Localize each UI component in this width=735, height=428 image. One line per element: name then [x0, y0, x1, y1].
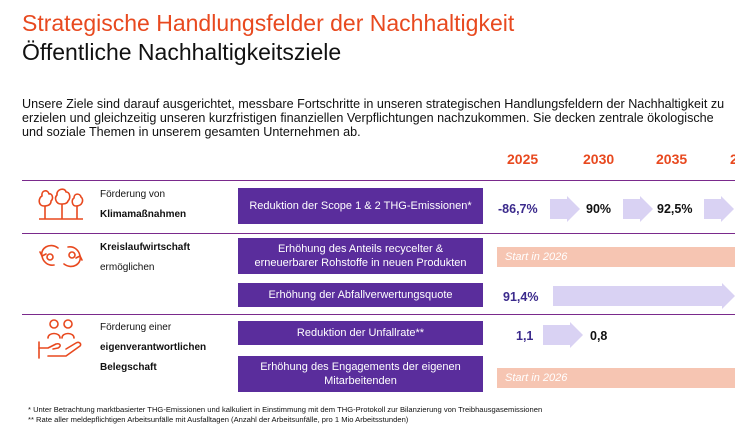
separator — [22, 314, 735, 315]
arrow — [543, 322, 583, 348]
year-2030: 2030 — [583, 151, 615, 167]
arrow — [553, 283, 735, 309]
arrow — [623, 196, 653, 222]
value-accident-2030: 0,8 — [590, 329, 608, 343]
start-bar-engagement: Start in 2026 — [497, 368, 735, 388]
value-scope-2030: 90% — [586, 202, 612, 216]
trees-icon — [38, 188, 84, 220]
year-2025: 2025 — [507, 151, 539, 167]
goal-scope-emissions: Reduktion der Scope 1 & 2 THG-Emissionen… — [238, 188, 483, 224]
footnote-1: * Unter Betrachtung marktbasierter THG-E… — [28, 405, 543, 414]
page-subtitle: Öffentliche Nachhaltigkeitsziele — [22, 39, 342, 65]
arrow — [550, 196, 580, 222]
category-climate: Förderung von Klimamaßnahmen — [100, 189, 187, 220]
page-title: Strategische Handlungsfelder der Nachhal… — [22, 10, 515, 36]
separator — [22, 233, 735, 234]
value-scope-2035: 92,5% — [657, 202, 693, 216]
footnote-2: ** Rate aller meldepflichtigen Arbeitsun… — [28, 415, 409, 424]
category-workforce: Förderung einer eigenverantwortlichen Be… — [100, 322, 207, 373]
recycle-arrows-icon — [39, 244, 83, 268]
value-waste-2025: 91,4% — [503, 290, 539, 304]
category-circular: Kreislaufwirtschaft ermöglichen — [100, 242, 191, 273]
goal-waste-recovery: Erhöhung der Abfallverwertungsquote — [238, 283, 483, 307]
goal-accident-rate: Reduktion der Unfallrate** — [238, 321, 483, 345]
value-accident-2025: 1,1 — [516, 329, 534, 343]
arrow — [704, 196, 734, 222]
intro-text: Unsere Ziele sind darauf ausgerichtet, m… — [22, 97, 725, 139]
value-scope-2025: -86,7% — [498, 202, 538, 216]
start-bar-recycled: Start in 2026 — [497, 247, 735, 267]
people-hand-icon — [38, 319, 82, 359]
year-next-truncated: 2 — [730, 151, 735, 167]
separator — [22, 180, 735, 181]
year-2035: 2035 — [656, 151, 688, 167]
goal-employee-engagement: Erhöhung des Engagements der eigenen Mit… — [238, 356, 483, 392]
goal-recycled-materials: Erhöhung des Anteils recycelter & erneue… — [238, 238, 483, 274]
